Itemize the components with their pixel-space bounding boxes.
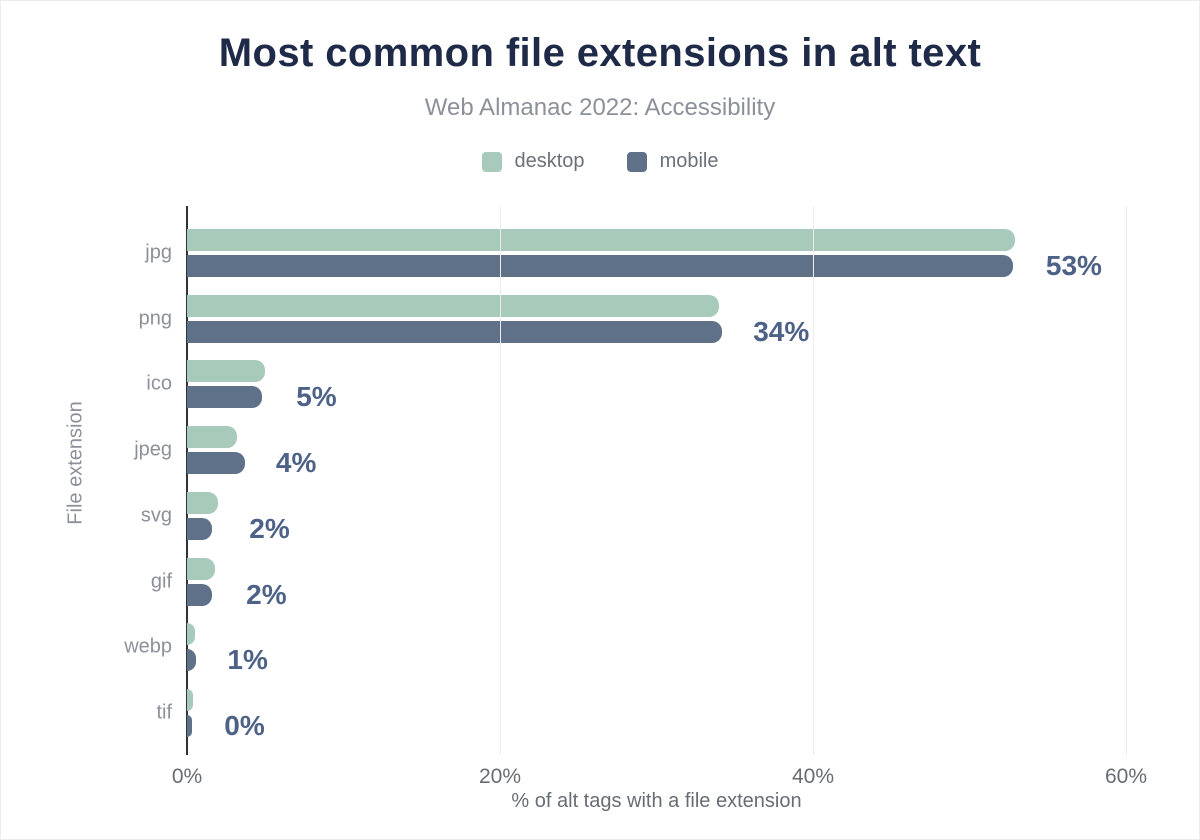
value-label: 5%	[296, 381, 337, 413]
mobile-bar-jpeg[interactable]	[187, 452, 245, 475]
x-tick-label: 20%	[478, 765, 522, 788]
mobile-bar-jpg[interactable]	[187, 254, 1014, 277]
legend-label: mobile	[659, 150, 719, 172]
mobile-bar-svg[interactable]	[187, 517, 213, 540]
bar-pair	[187, 680, 1126, 746]
y-axis-line	[186, 206, 188, 755]
mobile-bar-tif[interactable]	[187, 715, 192, 738]
legend-label: desktop	[514, 150, 585, 172]
mobile-bar-png[interactable]	[187, 320, 723, 343]
bar-row-gif: gif 2%	[151, 549, 1126, 615]
desktop-bar-ico[interactable]	[187, 360, 266, 383]
chart-title: Most common file extensions in alt text	[218, 31, 982, 75]
bar-row-jpg: jpg 53%	[145, 220, 1126, 286]
legend-swatch-desktop	[481, 151, 502, 172]
desktop-bar-tif[interactable]	[187, 689, 194, 712]
bar-pair	[187, 352, 1126, 418]
mobile-bar-webp[interactable]	[187, 649, 197, 672]
desktop-bar-svg[interactable]	[187, 491, 219, 514]
mobile-bar-gif[interactable]	[187, 583, 213, 606]
category-label: tif	[156, 701, 172, 724]
x-tick-label: 0%	[171, 765, 203, 788]
category-label: jpg	[145, 241, 172, 264]
value-label: 4%	[275, 447, 317, 479]
plot-area: jpg 53% png 34% ico 5% jpeg 4% svg 2% gif 2% webp 1% t…	[124, 206, 1127, 755]
bar-row-svg: svg 2%	[141, 483, 1126, 549]
bar-row-png: png 34%	[139, 286, 1126, 352]
bar-pair	[187, 615, 1126, 681]
x-tick-label: 40%	[791, 765, 835, 788]
gridline-40%	[812, 206, 814, 755]
desktop-bar-jpeg[interactable]	[187, 426, 238, 449]
desktop-bar-webp[interactable]	[187, 623, 195, 646]
value-label: 0%	[224, 710, 265, 742]
x-tick-label: 60%	[1104, 765, 1148, 788]
legend: desktop mobile	[1, 150, 1199, 173]
legend-item-mobile[interactable]: mobile	[626, 150, 719, 173]
gridline-20%	[499, 206, 501, 755]
bar-row-tif: tif 0%	[156, 680, 1126, 746]
chart-subtitle: Web Almanac 2022: Accessibility	[424, 94, 776, 121]
bar-pair	[187, 220, 1126, 286]
value-label: 2%	[249, 512, 290, 544]
desktop-bar-jpg[interactable]	[187, 228, 1015, 251]
category-label: png	[138, 307, 172, 330]
bar-row-webp: webp 1%	[124, 615, 1126, 681]
x-axis-title: % of alt tags with a file extension	[511, 790, 802, 812]
bar-pair	[187, 483, 1126, 549]
category-label: webp	[124, 635, 172, 658]
bar-pair	[187, 549, 1126, 615]
y-axis-title: File extension	[64, 401, 87, 525]
category-label: gif	[150, 570, 172, 593]
gridline-60%	[1126, 206, 1127, 755]
mobile-bar-ico[interactable]	[187, 386, 263, 409]
desktop-bar-png[interactable]	[187, 294, 720, 317]
bar-row-jpeg: jpeg 4%	[134, 417, 1126, 483]
bar-row-ico: ico 5%	[146, 352, 1126, 418]
value-label: 1%	[227, 644, 268, 676]
legend-swatch-mobile	[626, 151, 647, 172]
category-label: svg	[140, 504, 172, 527]
category-label: ico	[146, 372, 172, 395]
category-label: jpeg	[134, 438, 172, 461]
desktop-bar-gif[interactable]	[187, 557, 216, 580]
legend-item-desktop[interactable]: desktop	[481, 150, 585, 173]
bar-pair	[187, 417, 1126, 483]
bar-pair	[187, 286, 1126, 352]
value-label: 34%	[753, 315, 810, 347]
bar-rows: jpg 53% png 34% ico 5% jpeg 4% svg 2% gif 2% webp 1% t…	[124, 220, 1126, 746]
value-label: 2%	[246, 578, 287, 610]
value-label: 53%	[1045, 249, 1102, 281]
